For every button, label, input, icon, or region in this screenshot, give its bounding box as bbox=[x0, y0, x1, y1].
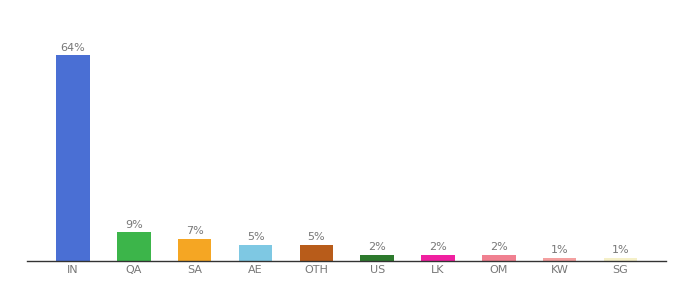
Bar bbox=[300, 245, 333, 261]
Text: 5%: 5% bbox=[307, 232, 325, 242]
Text: 2%: 2% bbox=[429, 242, 447, 252]
Text: 1%: 1% bbox=[612, 245, 630, 255]
Bar bbox=[239, 245, 272, 261]
Bar bbox=[604, 258, 637, 261]
Text: 7%: 7% bbox=[186, 226, 203, 236]
Bar bbox=[178, 238, 211, 261]
Text: 64%: 64% bbox=[61, 43, 86, 53]
Bar bbox=[117, 232, 150, 261]
Bar bbox=[360, 255, 394, 261]
Text: 1%: 1% bbox=[551, 245, 568, 255]
Text: 2%: 2% bbox=[369, 242, 386, 252]
Text: 9%: 9% bbox=[125, 220, 143, 230]
Bar bbox=[56, 55, 90, 261]
Text: 2%: 2% bbox=[490, 242, 508, 252]
Bar bbox=[482, 255, 515, 261]
Bar bbox=[422, 255, 455, 261]
Text: 5%: 5% bbox=[247, 232, 265, 242]
Bar bbox=[543, 258, 577, 261]
